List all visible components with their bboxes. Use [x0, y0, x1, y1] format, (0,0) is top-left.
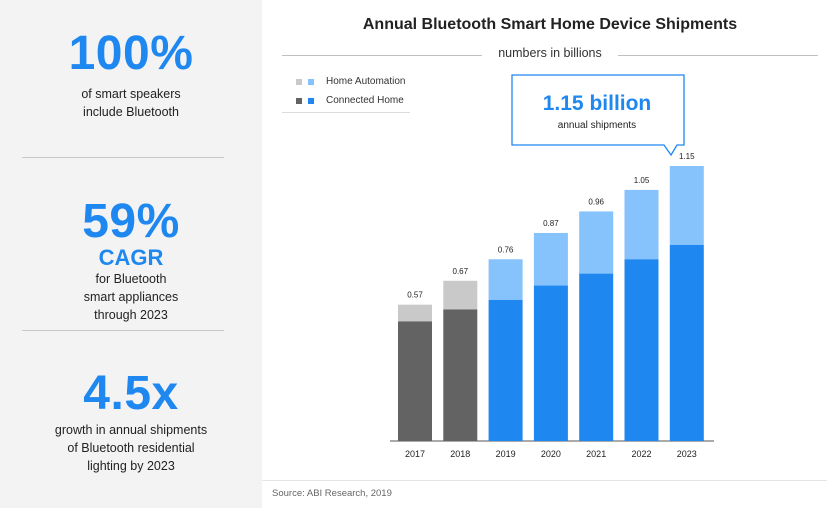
- stat-text-line: of Bluetooth residential: [67, 441, 195, 455]
- x-tick-label-2018: 2018: [450, 449, 470, 459]
- legend-item-connected-home: Connected Home: [296, 91, 406, 110]
- data-label-2017: 0.57: [407, 291, 423, 300]
- bar-home-automation-2023: [669, 166, 704, 245]
- stat-smart-speakers: 100% of smart speakers include Bluetooth: [0, 30, 262, 121]
- stat-big-number: 4.5x: [83, 367, 179, 420]
- x-tick-label-2017: 2017: [405, 449, 425, 459]
- callout-box: [511, 74, 685, 157]
- x-tick-label-2020: 2020: [541, 449, 561, 459]
- stat-appliances-cagr: 59% CAGR for Bluetooth smart appliances …: [0, 198, 262, 324]
- legend-swatch-history: [296, 78, 302, 85]
- bar-home-automation-2021: [579, 211, 614, 274]
- bar-home-automation-2017: [398, 304, 432, 322]
- bar-home-automation-2020: [533, 232, 568, 286]
- x-tick-label-2019: 2019: [496, 449, 516, 459]
- callout: 1.15 billion annual shipments: [511, 74, 685, 157]
- x-tick-label-2023: 2023: [677, 449, 697, 459]
- stat-text-line: lighting by 2023: [87, 459, 175, 473]
- stat-text-line: of smart speakers: [81, 87, 181, 101]
- bar-connected-home-2021: [579, 273, 614, 441]
- source-note: Source: ABI Research, 2019: [272, 488, 392, 499]
- x-tick-label-2022: 2022: [631, 449, 651, 459]
- chart-title: Annual Bluetooth Smart Home Device Shipm…: [362, 16, 738, 33]
- stat-text-line: include Bluetooth: [83, 105, 179, 119]
- stat-text-line: growth in annual shipments: [54, 423, 208, 437]
- divider: [22, 157, 224, 158]
- legend-label: Home Automation: [326, 76, 406, 87]
- bar-connected-home-2019: [488, 299, 523, 441]
- data-label-2021: 0.96: [588, 197, 604, 206]
- chart-legend: Home Automation Connected Home: [296, 72, 406, 110]
- bar-connected-home-2023: [669, 244, 704, 441]
- bar-connected-home-2018: [443, 309, 478, 441]
- stats-panel: 100% of smart speakers include Bluetooth…: [0, 0, 262, 508]
- bar-connected-home-2020: [533, 285, 568, 441]
- stat-big-number: 100%: [68, 27, 194, 80]
- bar-home-automation-2019: [488, 259, 523, 300]
- legend-label: Connected Home: [326, 95, 404, 106]
- x-tick-label-2021: 2021: [586, 449, 606, 459]
- stat-subheading: CAGR: [98, 245, 164, 270]
- stat-big-number: 59%: [82, 195, 180, 248]
- footer-rule: [262, 480, 827, 481]
- chart-subtitle: numbers in billions: [485, 46, 615, 60]
- bar-connected-home-2022: [624, 259, 659, 441]
- callout-value: 1.15 billion: [543, 92, 652, 115]
- data-label-2018: 0.67: [453, 267, 469, 276]
- bar-home-automation-2022: [624, 189, 659, 260]
- stat-text-line: for Bluetooth: [95, 272, 167, 286]
- bar-connected-home-2017: [398, 321, 432, 441]
- legend-item-home-automation: Home Automation: [296, 72, 406, 91]
- subtitle-rule-right: [618, 55, 818, 56]
- legend-swatch-history: [296, 97, 302, 104]
- data-label-2023: 1.15: [679, 152, 695, 161]
- data-label-2019: 0.76: [498, 245, 514, 254]
- subtitle-rule-left: [282, 55, 482, 56]
- legend-swatch-forecast: [308, 97, 314, 104]
- legend-swatch-forecast: [308, 78, 314, 85]
- stat-lighting-growth: 4.5x growth in annual shipments of Bluet…: [0, 370, 262, 475]
- divider: [22, 330, 224, 331]
- callout-label: annual shipments: [558, 120, 636, 131]
- data-label-2022: 1.05: [634, 176, 650, 185]
- data-label-2020: 0.87: [543, 219, 559, 228]
- bar-home-automation-2018: [443, 280, 478, 310]
- legend-rule: [282, 112, 410, 113]
- stat-text-line: smart appliances: [83, 290, 179, 304]
- stat-text-line: through 2023: [94, 308, 168, 322]
